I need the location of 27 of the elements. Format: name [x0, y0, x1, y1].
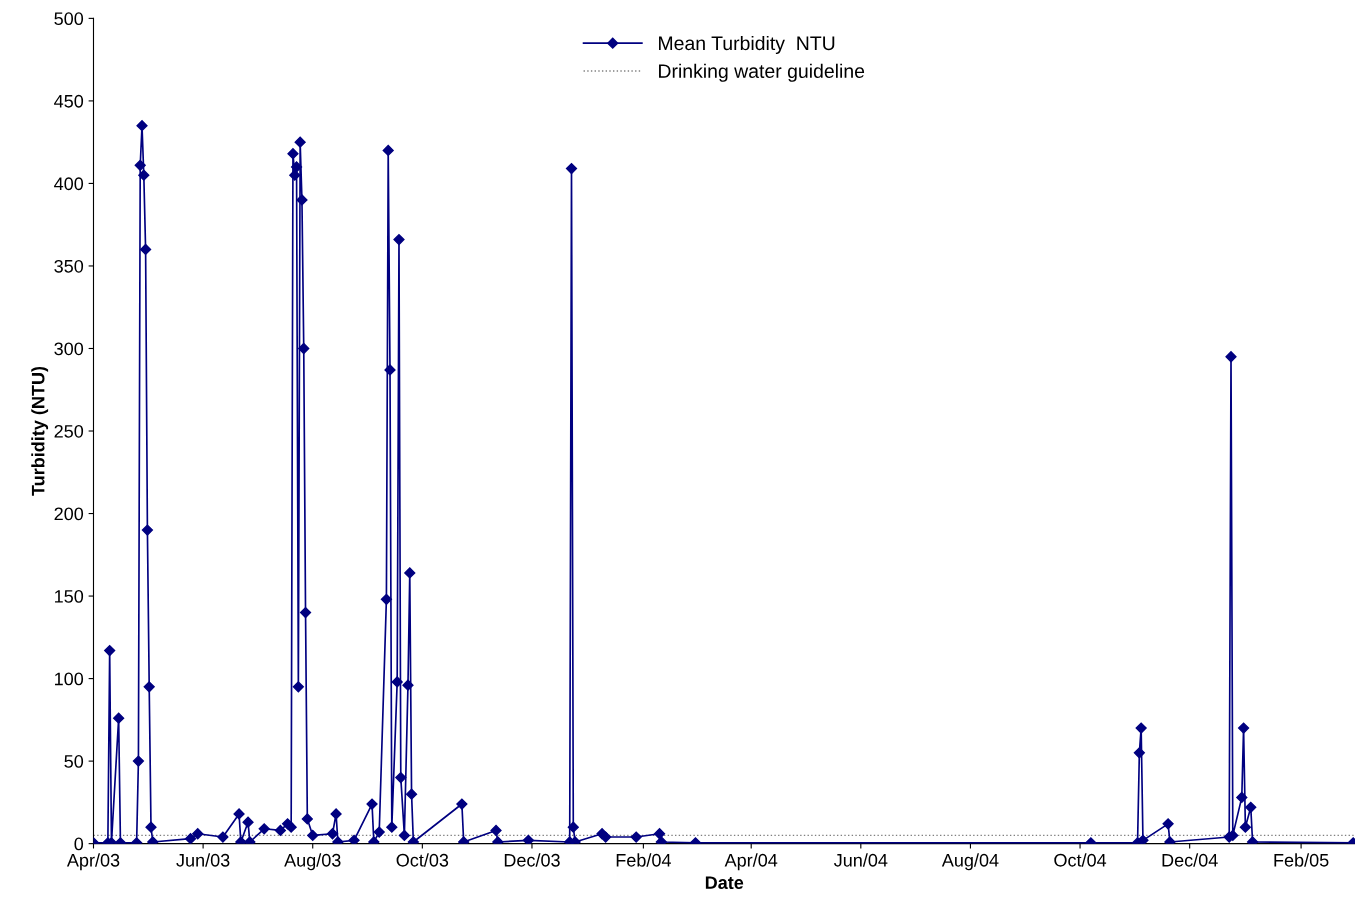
y-tick-label: 0 — [74, 837, 84, 851]
y-tick-label: 350 — [54, 259, 84, 273]
y-tick-label: 450 — [54, 94, 84, 108]
x-tick-label: Jun/04 — [834, 853, 888, 867]
legend-label: Mean Turbidity NTU — [659, 35, 835, 55]
y-tick-label: 100 — [55, 672, 84, 686]
x-tick-label: Oct/03 — [396, 853, 449, 867]
y-axis-title: Turbidity (NTU) — [31, 366, 49, 496]
x-tick-label: Oct/04 — [1054, 853, 1107, 867]
y-tick-label: 250 — [54, 424, 84, 438]
x-tick-label: Apr/04 — [724, 853, 778, 871]
y-tick-label: 200 — [54, 507, 84, 521]
legend-label: Drinking water guideline — [659, 63, 865, 82]
x-tick-label: Dec/04 — [1162, 853, 1218, 867]
x-axis-title: Date — [705, 876, 744, 890]
y-tick-label: 400 — [54, 177, 84, 191]
y-tick-label: 50 — [64, 755, 84, 768]
y-tick-label: 300 — [54, 342, 84, 356]
y-tick-label: 500 — [54, 12, 84, 26]
x-tick-label: Aug/03 — [284, 853, 341, 871]
y-tick-label: 150 — [55, 590, 84, 603]
x-tick-label: Feb/04 — [616, 853, 671, 867]
x-tick-label: Dec/03 — [504, 853, 560, 867]
x-tick-label: Jun/03 — [176, 853, 230, 867]
x-tick-label: Apr/03 — [66, 853, 120, 871]
x-tick-label: Feb/05 — [1274, 853, 1329, 867]
x-tick-label: Aug/04 — [941, 853, 999, 871]
